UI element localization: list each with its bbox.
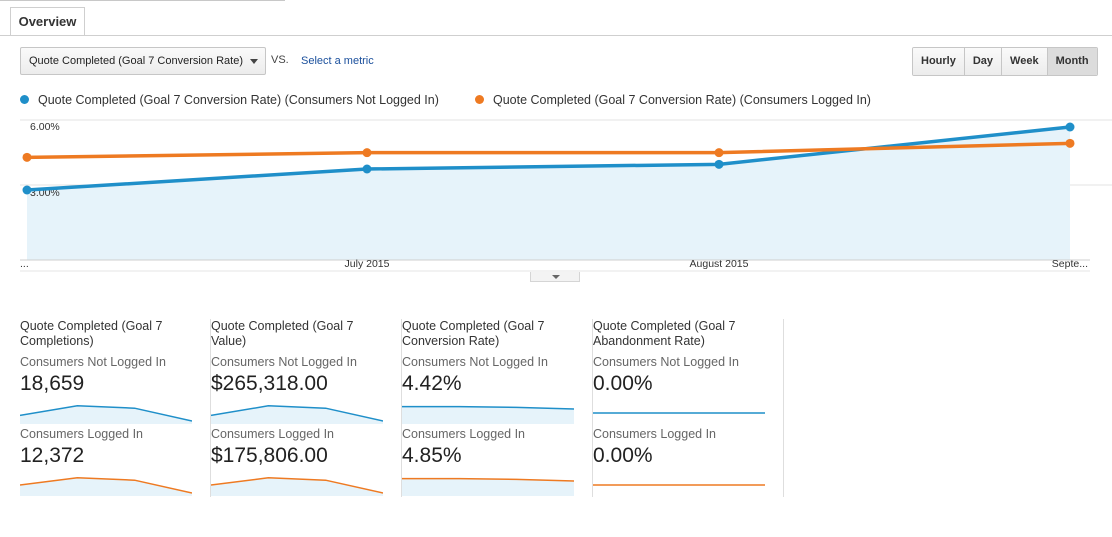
scorecard-title: Quote Completed (Goal 7 Abandonment Rate… [593, 319, 736, 348]
chevron-down-icon [552, 275, 560, 279]
legend-dot-icon [475, 95, 484, 104]
x-tick-label-start: ... [20, 258, 29, 270]
granularity-button-group: Hourly Day Week Month [912, 47, 1098, 76]
sparkline-area [20, 477, 192, 496]
segment-label: Consumers Logged In [402, 427, 525, 441]
sparkline-area [402, 406, 574, 424]
scorecard-abandonment-rate[interactable]: Quote Completed (Goal 7 Abandonment Rate… [593, 319, 784, 497]
sparkline [20, 405, 192, 424]
x-tick-label-july: July 2015 [345, 258, 390, 270]
sparkline [402, 477, 574, 496]
legend-label: Quote Completed (Goal 7 Conversion Rate)… [493, 93, 871, 107]
legend-label: Quote Completed (Goal 7 Conversion Rate)… [38, 93, 439, 107]
scorecard-completions[interactable]: Quote Completed (Goal 7 Completions) Con… [20, 319, 211, 497]
data-point[interactable] [714, 148, 724, 158]
segment-label: Consumers Not Logged In [593, 355, 739, 369]
segment-value: 4.42% [402, 372, 462, 395]
line-chart-svg: 6.00% 3.00% ... July 2015 August 2015 Se… [20, 119, 1112, 272]
segment-value: 12,372 [20, 444, 85, 467]
sparkline-area [20, 405, 192, 424]
sparkline [211, 477, 383, 496]
series1-area [27, 127, 1070, 260]
sparkline-area [402, 478, 574, 496]
sparkline [211, 405, 383, 424]
sparkline [402, 405, 574, 424]
segment-label: Consumers Not Logged In [402, 355, 548, 369]
data-point[interactable] [22, 152, 32, 162]
select-metric-link[interactable]: Select a metric [301, 55, 374, 67]
series-line-2 [26, 141, 1071, 160]
sparkline-line [402, 477, 574, 482]
y-tick-label-6pct: 6.00% [30, 121, 60, 133]
month-button[interactable]: Month [1046, 48, 1097, 75]
week-button[interactable]: Week [1001, 48, 1047, 75]
segment-label: Consumers Not Logged In [20, 355, 166, 369]
scorecard-value[interactable]: Quote Completed (Goal 7 Value) Consumers… [211, 319, 402, 497]
scorecard-title: Quote Completed (Goal 7 Completions) [20, 319, 163, 348]
data-point[interactable] [22, 185, 32, 195]
day-button[interactable]: Day [963, 48, 1002, 75]
segment-label: Consumers Not Logged In [211, 355, 357, 369]
tab-overview[interactable]: Overview [10, 7, 85, 36]
series-line-1 [26, 125, 1071, 192]
segment-value: 0.00% [593, 372, 653, 395]
metric-dropdown[interactable]: Quote Completed (Goal 7 Conversion Rate) [20, 47, 266, 75]
metric-dropdown-label: Quote Completed (Goal 7 Conversion Rate) [29, 55, 243, 67]
sparkline-line [211, 477, 383, 494]
sparkline [593, 484, 765, 486]
data-point[interactable] [714, 159, 724, 169]
sparkline [593, 412, 765, 414]
sparkline-line [20, 477, 192, 494]
sparkline-area [211, 405, 383, 424]
data-point[interactable] [1065, 138, 1075, 148]
data-point[interactable] [362, 164, 372, 174]
segment-label: Consumers Logged In [211, 427, 334, 441]
scorecard-title: Quote Completed (Goal 7 Conversion Rate) [402, 319, 545, 348]
data-point[interactable] [362, 148, 372, 158]
scorecard-conversion-rate[interactable]: Quote Completed (Goal 7 Conversion Rate)… [402, 319, 593, 497]
hourly-button[interactable]: Hourly [913, 48, 964, 75]
sparkline-area [211, 477, 383, 496]
segment-value: $265,318.00 [211, 372, 328, 395]
tab-bar-divider [0, 35, 1112, 36]
sparkline-line [402, 405, 574, 410]
vs-label: VS. [271, 54, 289, 66]
x-tick-label-august: August 2015 [690, 258, 749, 270]
top-divider [0, 0, 285, 1]
chevron-down-icon [250, 59, 258, 64]
legend-item-logged-in[interactable]: Quote Completed (Goal 7 Conversion Rate)… [475, 93, 871, 107]
data-point[interactable] [1065, 122, 1075, 132]
sparkline-line [20, 405, 192, 422]
chart-expand-toggle[interactable] [530, 272, 580, 282]
scorecard-title: Quote Completed (Goal 7 Value) [211, 319, 354, 348]
segment-label: Consumers Logged In [20, 427, 143, 441]
segment-value: 0.00% [593, 444, 653, 467]
segment-value: 4.85% [402, 444, 462, 467]
sparkline [20, 477, 192, 496]
sparkline-line [211, 405, 383, 422]
legend-dot-icon [20, 95, 29, 104]
segment-value: 18,659 [20, 372, 85, 395]
segment-value: $175,806.00 [211, 444, 328, 467]
legend-item-not-logged-in[interactable]: Quote Completed (Goal 7 Conversion Rate)… [20, 93, 439, 107]
segment-label: Consumers Logged In [593, 427, 716, 441]
line-chart[interactable]: 6.00% 3.00% ... July 2015 August 2015 Se… [0, 110, 1112, 275]
x-tick-label-september: Septe... [1052, 258, 1088, 270]
